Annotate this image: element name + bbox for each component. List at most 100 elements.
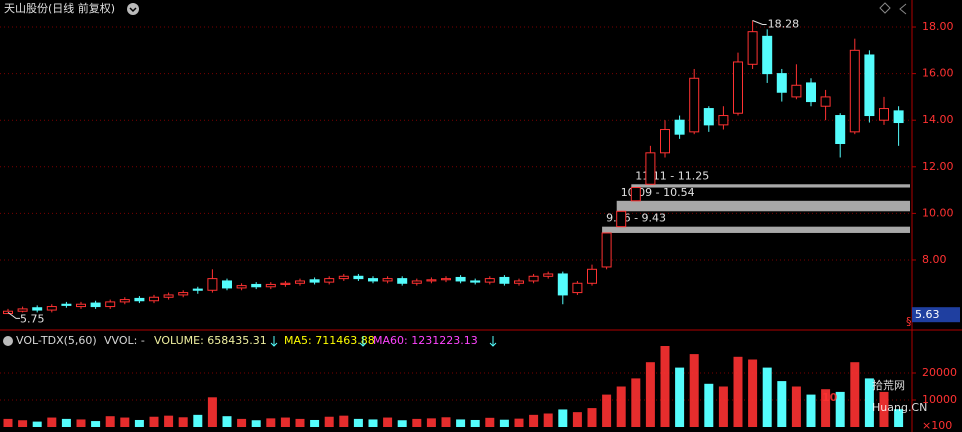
volume-bar [32, 421, 42, 427]
volume-bar [76, 419, 86, 427]
volume-bar [791, 386, 801, 427]
ma60-label: MA60: 1231223.13 [373, 334, 478, 347]
volume-bar [280, 417, 290, 427]
candle-body [835, 115, 846, 145]
vol-tick-label: 10000 [922, 393, 957, 406]
gap-band [631, 184, 910, 188]
chart-title: 天山股份(日线 前复权) [4, 1, 115, 15]
vol-dropdown[interactable] [3, 336, 13, 346]
volume-bar [514, 418, 524, 427]
max-label: 18.28 [768, 18, 800, 31]
candle-body [630, 187, 641, 202]
min-label: 5.75 [20, 312, 45, 325]
candle-body [178, 292, 189, 296]
last-price-label: 5.63 [915, 308, 940, 321]
volume-bar [777, 381, 787, 427]
candle-body [718, 115, 729, 126]
diamond-icon[interactable] [879, 2, 891, 14]
candle-body [849, 49, 860, 133]
volume-bar [91, 421, 101, 427]
volume-bar [499, 419, 509, 427]
candle-body [893, 110, 904, 124]
volume-bar [120, 417, 130, 427]
volume-bar [835, 391, 845, 427]
max-pointer [752, 20, 767, 25]
volume-bar [178, 417, 188, 427]
candle-body [280, 282, 291, 285]
volume-bar [616, 386, 626, 427]
y-tick-label: 10.00 [922, 206, 954, 219]
candle-body [149, 296, 159, 302]
candle-body [222, 280, 232, 289]
candle-body [76, 303, 86, 308]
candle-body [484, 278, 495, 283]
volume-bar [134, 419, 144, 427]
candle-body [616, 210, 627, 228]
candle-body [543, 273, 554, 277]
volume-bar [762, 367, 772, 427]
gap-band [602, 226, 910, 233]
candle-body [411, 280, 422, 284]
candle-body [207, 278, 218, 291]
volume-bar [543, 413, 553, 427]
gap-band [616, 200, 910, 212]
candle-body [295, 280, 305, 284]
candle-body [251, 283, 262, 288]
volume-bar [339, 415, 349, 427]
gap-label: 9.16 - 9.43 [606, 212, 666, 225]
candle-body [90, 302, 101, 308]
volume-label: VOLUME: 658435.31 [154, 334, 267, 347]
candle-body [791, 84, 802, 98]
candle-body [236, 285, 247, 289]
candle-body [455, 276, 466, 282]
volume-bar [18, 420, 28, 427]
volume-bar [383, 417, 393, 427]
volume-bar [426, 418, 436, 427]
volume-bar [456, 419, 466, 427]
volume-bar [660, 346, 670, 427]
candle-body [762, 35, 773, 75]
candle-body [163, 294, 174, 298]
candle-body [368, 278, 378, 282]
volume-bar [864, 378, 874, 427]
volume-bar [894, 409, 904, 427]
volume-bar [689, 354, 699, 427]
watermark-site: Huang.CN [872, 401, 927, 414]
volume-bar [558, 409, 568, 427]
volume-bar [105, 416, 115, 427]
candle-body [879, 108, 889, 121]
candle-body [61, 303, 72, 306]
candle-body [397, 278, 408, 284]
volume-bar [704, 383, 714, 427]
volume-bar [237, 418, 247, 427]
dropdown-icon[interactable] [127, 3, 139, 15]
volume-bar [397, 420, 407, 427]
candle-body [587, 268, 597, 284]
y-tick-label: 18.00 [922, 20, 954, 33]
candle-body [864, 54, 875, 117]
volume-bar [645, 362, 655, 427]
y-tick-label: 12.00 [922, 160, 954, 173]
watermark-number: 10 [822, 391, 838, 404]
candle-body [265, 283, 276, 288]
candle-body [192, 288, 203, 291]
candle-body [660, 129, 670, 154]
candle-body [514, 280, 524, 284]
candle-body [119, 299, 130, 303]
vol-tick-label: 20000 [922, 366, 957, 379]
candle-body [557, 273, 568, 296]
volume-bar [222, 416, 232, 427]
volume-bar [485, 417, 495, 427]
volume-bar [821, 389, 831, 427]
candle-body [499, 276, 510, 284]
volume-bar [47, 417, 57, 427]
volume-bar [310, 419, 320, 427]
volume-bar [572, 412, 582, 427]
min-pointer [7, 311, 20, 319]
y-tick-label: 8.00 [922, 253, 947, 266]
volume-bar [631, 378, 641, 427]
collapse-icon[interactable] [899, 3, 907, 15]
candle-body [309, 279, 320, 283]
volume-bar [149, 416, 159, 427]
candle-body [528, 275, 539, 282]
